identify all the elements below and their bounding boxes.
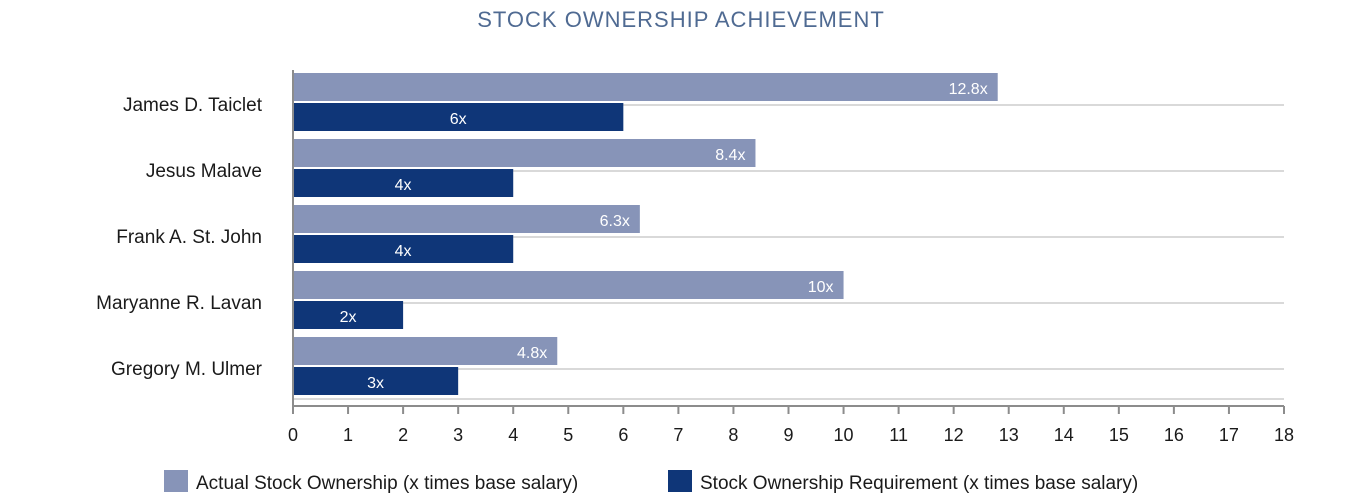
x-tick-label: 1 — [343, 425, 353, 445]
data-label: 4.8x — [517, 345, 547, 362]
bar — [293, 73, 998, 101]
axes: 0 1 2 3 4 5 6 7 8 9 10 11 12 13 14 15 16 17 18 — [288, 70, 1294, 445]
x-tick-label: 2 — [398, 425, 408, 445]
bar — [293, 271, 844, 299]
x-tick-label: 14 — [1054, 425, 1074, 445]
data-label: 4x — [395, 177, 412, 194]
x-tick-label: 10 — [834, 425, 854, 445]
legend-swatch — [668, 470, 692, 492]
x-tick-label: 7 — [673, 425, 683, 445]
x-tick-label: 3 — [453, 425, 463, 445]
data-label: 6.3x — [600, 213, 630, 230]
data-label: 8.4x — [715, 147, 745, 164]
x-tick-label: 13 — [999, 425, 1019, 445]
bar — [293, 337, 558, 365]
data-label: 2x — [340, 309, 357, 326]
category-label: Maryanne R. Lavan — [96, 293, 262, 314]
bar — [293, 367, 459, 395]
x-tick-label: 17 — [1219, 425, 1239, 445]
x-tick-label: 18 — [1274, 425, 1294, 445]
category-label: Jesus Malave — [146, 161, 262, 182]
x-tick-label: 12 — [944, 425, 964, 445]
legend-label: Actual Stock Ownership (x times base sal… — [196, 473, 578, 494]
data-label: 3x — [367, 375, 384, 392]
legend-swatch — [164, 470, 188, 492]
data-label: 12.8x — [949, 81, 988, 98]
category-label: James D. Taiclet — [123, 95, 263, 116]
x-tick-label: 4 — [508, 425, 518, 445]
legend-label: Stock Ownership Requirement (x times bas… — [700, 473, 1138, 494]
data-label: 10x — [808, 279, 834, 296]
x-tick-label: 6 — [618, 425, 628, 445]
x-tick-label: 11 — [889, 425, 908, 445]
bar — [293, 301, 404, 329]
x-tick-label: 9 — [783, 425, 793, 445]
bars: 12.8x 6x 8.4x 4x 6.3x 4x 10x 2x 4.8x 3x — [293, 73, 998, 395]
bar — [293, 205, 640, 233]
bar — [293, 169, 514, 197]
bar — [293, 235, 514, 263]
x-tick-label: 8 — [728, 425, 738, 445]
x-tick-label: 16 — [1164, 425, 1184, 445]
data-label: 6x — [450, 111, 467, 128]
category-label: Frank A. St. John — [116, 227, 262, 248]
category-labels: James D. Taiclet Jesus Malave Frank A. St.… — [96, 95, 263, 380]
legend: Actual Stock Ownership (x times base sal… — [164, 470, 1138, 494]
category-label: Gregory M. Ulmer — [111, 359, 263, 380]
x-tick-label: 5 — [563, 425, 573, 445]
x-tick-label: 0 — [288, 425, 298, 445]
data-label: 4x — [395, 243, 412, 260]
x-tick-label: 15 — [1109, 425, 1129, 445]
bar — [293, 139, 756, 167]
chart-title: STOCK OWNERSHIP ACHIEVEMENT — [477, 7, 885, 32]
bar — [293, 103, 624, 131]
